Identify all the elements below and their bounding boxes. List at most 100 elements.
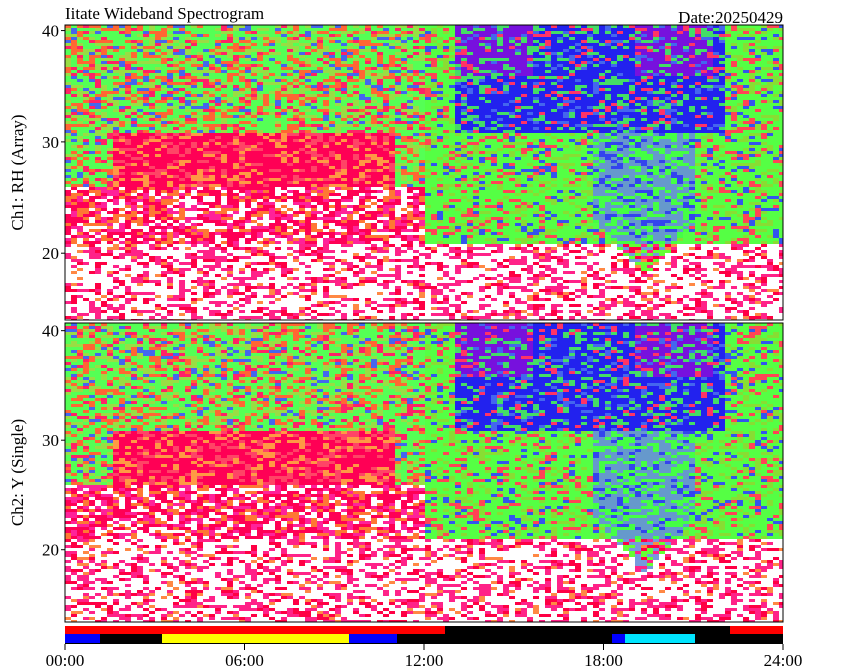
spectrogram-cell (473, 31, 479, 34)
spectrogram-cell (71, 49, 77, 52)
spectrogram-cell (437, 139, 443, 142)
spectrogram-cell (581, 133, 587, 136)
spectrogram-cell (581, 82, 587, 85)
spectrogram-cell (455, 31, 461, 34)
spectrogram-cell (767, 43, 773, 46)
spectrogram-cell (437, 31, 443, 34)
spectrogram-cell (233, 85, 239, 88)
spectrogram-cell (653, 121, 659, 124)
spectrogram-cell (203, 82, 209, 85)
spectrogram-cell (611, 34, 617, 37)
spectrogram-cell (449, 52, 455, 55)
spectrogram-cell (125, 73, 131, 76)
spectrogram-cell (731, 97, 737, 100)
spectrogram-cell (467, 133, 473, 136)
spectrogram-cell (251, 61, 257, 64)
spectrogram-cell (437, 82, 443, 85)
spectrogram-cell (407, 91, 413, 94)
spectrogram-cell (443, 61, 449, 64)
spectrogram-cell (131, 34, 137, 37)
spectrogram-cell (749, 130, 755, 133)
spectrogram-cell (719, 145, 725, 148)
spectrogram-cell (749, 85, 755, 88)
spectrogram-cell (707, 139, 713, 142)
spectrogram-cell (125, 61, 131, 64)
spectrogram-cell (377, 94, 383, 97)
spectrogram-cell (731, 76, 737, 79)
spectrogram-cell (221, 142, 227, 145)
spectrogram-cell (509, 130, 515, 133)
spectrogram-cell (329, 82, 335, 85)
spectrogram-cell (107, 40, 113, 43)
spectrogram-cell (173, 145, 179, 148)
spectrogram-cell (191, 46, 197, 49)
spectrogram-cell (551, 67, 557, 70)
spectrogram-cell (221, 25, 227, 28)
spectrogram-cell (197, 79, 203, 82)
spectrogram-cell (629, 142, 635, 145)
spectrogram-cell (317, 25, 323, 28)
spectrogram-cell (509, 133, 515, 136)
spectrogram-cell (221, 115, 227, 118)
spectrogram-cell (281, 52, 287, 55)
spectrogram-cell (629, 112, 635, 115)
spectrogram-cell (71, 91, 77, 94)
spectrogram-cell (677, 100, 683, 103)
spectrogram-cell (767, 55, 773, 58)
spectrogram-cell (731, 127, 737, 130)
spectrogram-cell (437, 106, 443, 109)
spectrogram-cell (395, 43, 401, 46)
spectrogram-cell (497, 103, 503, 106)
spectrogram-cell (347, 40, 353, 43)
spectrogram-cell (563, 112, 569, 115)
spectrogram-cell (497, 94, 503, 97)
spectrogram-cell (779, 52, 783, 55)
spectrogram-cell (509, 52, 515, 55)
spectrogram-cell (587, 67, 593, 70)
spectrogram-cell (287, 112, 293, 115)
spectrogram-cell (731, 103, 737, 106)
spectrogram-cell (497, 43, 503, 46)
spectrogram-cell (503, 82, 509, 85)
spectrogram-cell (623, 52, 629, 55)
spectrogram-cell (641, 133, 647, 136)
spectrogram-cell (437, 133, 443, 136)
spectrogram-cell (311, 115, 317, 118)
spectrogram-cell (197, 82, 203, 85)
spectrogram-cell (485, 85, 491, 88)
spectrogram-cell (533, 94, 539, 97)
spectrogram-cell (719, 31, 725, 34)
spectrogram-cell (575, 52, 581, 55)
spectrogram-cell (293, 145, 299, 148)
spectrogram-cell (461, 142, 467, 145)
spectrogram-cell (455, 133, 461, 136)
spectrogram-cell (647, 136, 653, 139)
spectrogram-cell (695, 136, 701, 139)
spectrogram-cell (761, 67, 767, 70)
spectrogram-cell (95, 64, 101, 67)
spectrogram-cell (617, 100, 623, 103)
spectrogram-cell (113, 79, 119, 82)
spectrogram-cell (425, 142, 431, 145)
spectrogram-cell (755, 82, 761, 85)
spectrogram-cell (767, 37, 773, 40)
spectrogram-cell (419, 115, 425, 118)
spectrogram-cell (341, 73, 347, 76)
spectrogram-cell (275, 40, 281, 43)
spectrogram-cell (515, 61, 521, 64)
spectrogram-cell (71, 70, 77, 73)
spectrogram-cell (173, 133, 179, 136)
spectrogram-cell (305, 49, 311, 52)
spectrogram-cell (695, 73, 701, 76)
spectrogram-cell (761, 139, 767, 142)
spectrogram-cell (65, 124, 71, 127)
spectrogram-cell (455, 100, 461, 103)
spectrogram-cell (329, 130, 335, 133)
spectrogram-cell (473, 79, 479, 82)
spectrogram-cell (95, 100, 101, 103)
spectrogram-cell (719, 133, 725, 136)
spectrogram-cell (311, 43, 317, 46)
spectrogram-cell (617, 64, 623, 67)
spectrogram-cell (677, 130, 683, 133)
spectrogram-cell (533, 79, 539, 82)
